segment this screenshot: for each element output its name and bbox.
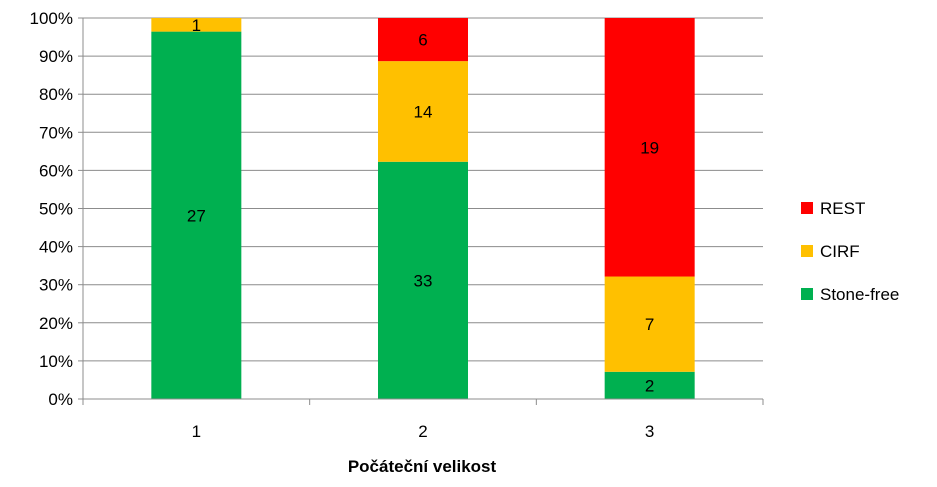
x-axis-label: Počáteční velikost xyxy=(348,457,497,476)
x-tick-label: 2 xyxy=(418,422,427,441)
data-label: 1 xyxy=(192,16,201,35)
y-tick-label: 70% xyxy=(39,123,73,142)
legend-label: CIRF xyxy=(820,242,860,261)
x-tick-label: 3 xyxy=(645,422,654,441)
legend-swatch xyxy=(801,288,813,300)
y-tick-label: 60% xyxy=(39,161,73,180)
y-tick-label: 30% xyxy=(39,276,73,295)
bar-segment xyxy=(378,161,468,399)
legend-label: Stone-free xyxy=(820,285,899,304)
y-tick-label: 50% xyxy=(39,200,73,219)
y-tick-label: 20% xyxy=(39,314,73,333)
data-label: 7 xyxy=(645,315,654,334)
data-label: 19 xyxy=(640,138,659,157)
bar-segment xyxy=(378,18,468,62)
data-label: 6 xyxy=(418,31,427,50)
y-tick-label: 10% xyxy=(39,352,73,371)
data-label: 2 xyxy=(645,376,654,395)
y-tick-label: 40% xyxy=(39,238,73,257)
data-label: 14 xyxy=(414,102,433,121)
bar-segment xyxy=(604,18,695,277)
data-label: 27 xyxy=(187,206,206,225)
data-label: 33 xyxy=(414,271,433,290)
x-axis-ticks: 1 2 3 xyxy=(82,399,764,441)
bar-segment xyxy=(378,61,468,162)
y-tick-label: 100% xyxy=(30,9,73,28)
bar-segment xyxy=(604,371,695,399)
y-tick-label: 90% xyxy=(39,47,73,66)
legend-swatch xyxy=(801,245,813,257)
y-axis-ticks: 0% 10% 20% 30% 40% 50% 60% 70% 80% 90% 100% xyxy=(30,9,83,409)
bar-segment xyxy=(604,276,695,372)
legend: REST CIRF Stone-free xyxy=(801,199,899,304)
y-tick-label: 80% xyxy=(39,85,73,104)
legend-swatch xyxy=(801,202,813,214)
legend-label: REST xyxy=(820,199,865,218)
bar-segment xyxy=(151,31,242,399)
bar-segment xyxy=(151,18,242,32)
x-tick-label: 1 xyxy=(192,422,201,441)
y-tick-label: 0% xyxy=(48,390,73,409)
